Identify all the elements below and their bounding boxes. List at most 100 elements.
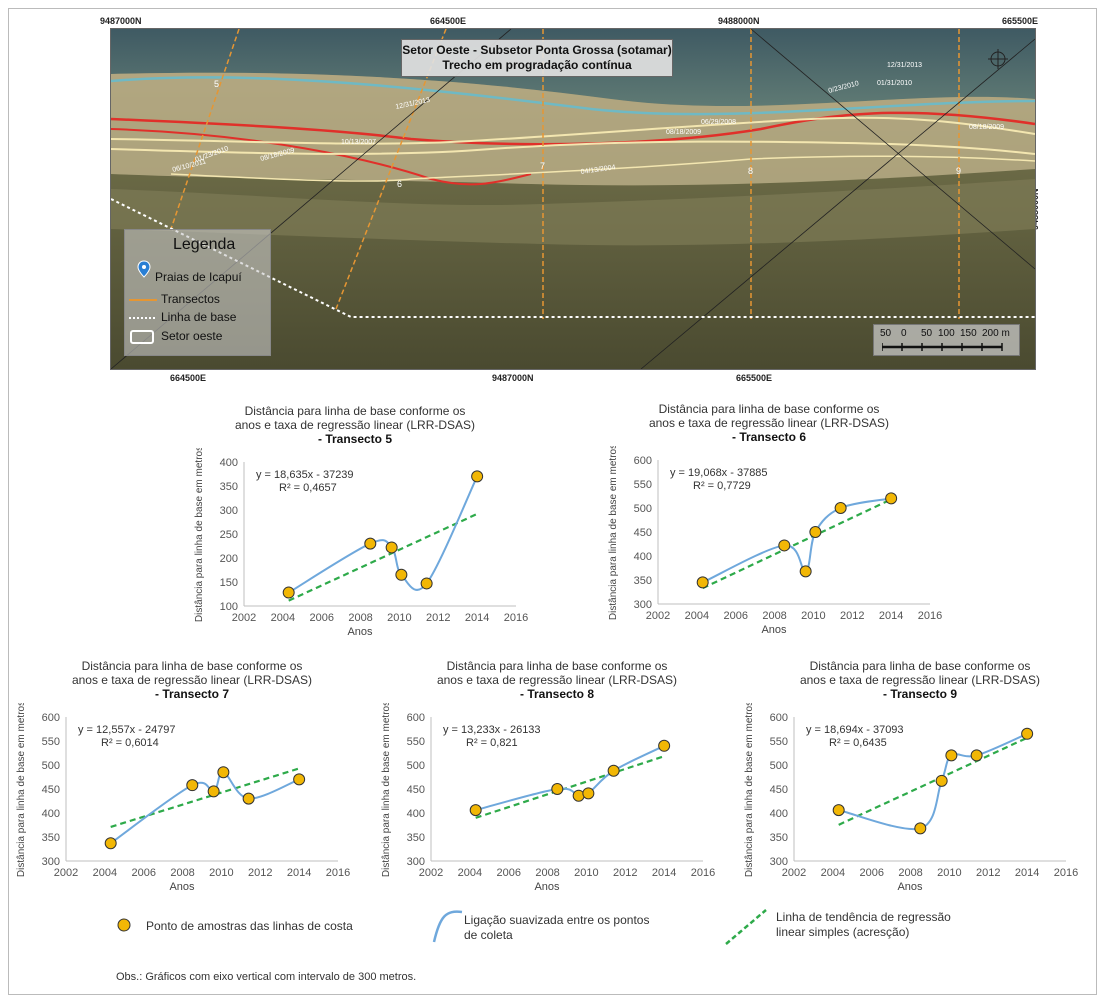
plot-area: 100 150 200 250 300 350 400 2002 2004 2006 2008 201…	[194, 448, 528, 638]
chart-title-transect: - Transecto 8	[519, 687, 595, 701]
data-point	[799, 565, 812, 578]
scale-label: 0	[901, 328, 907, 339]
transect-label-9: 9	[956, 166, 961, 176]
plot-area: 300 350 400 450 500 550 600 2002 2004 2006 2008 201…	[608, 446, 942, 636]
chart-title-line2: anos e taxa de regressão linear (LRR-DSA…	[234, 418, 476, 432]
y-tick-label: 350	[634, 575, 652, 587]
transect-label-5: 5	[214, 79, 219, 89]
y-axis-label: Distância para linha de base em metros	[381, 703, 392, 877]
date-label: 08/18/2009	[666, 129, 701, 136]
data-point	[914, 822, 927, 835]
trend-line	[475, 755, 665, 819]
coord-bottom-3: 665500E	[736, 373, 773, 383]
y-tick-label: 300	[42, 856, 60, 868]
data-point	[572, 789, 585, 802]
x-tick-label: 2016	[918, 610, 942, 622]
chart-title-line2: anos e taxa de regressão linear (LRR-DSA…	[71, 673, 313, 687]
x-axis-label: Anos	[897, 881, 923, 893]
y-tick-label: 500	[770, 760, 788, 772]
smooth-line-icon	[432, 910, 463, 943]
x-axis-label: Anos	[347, 626, 373, 638]
data-point	[582, 787, 595, 800]
y-tick-label: 550	[42, 736, 60, 748]
y-tick-label: 150	[220, 577, 238, 589]
north-arrow-icon	[988, 49, 1008, 69]
location-pin-icon	[137, 260, 151, 278]
scale-label: 50	[921, 328, 933, 339]
x-tick-label: 2014	[879, 610, 903, 622]
data-point	[471, 470, 484, 483]
x-tick-label: 2002	[646, 610, 670, 622]
y-tick-label: 450	[770, 784, 788, 796]
y-tick-label: 600	[407, 712, 425, 724]
data-point	[658, 739, 671, 752]
coord-top-1: 9487000N	[100, 16, 142, 26]
x-tick-label: 2016	[326, 867, 350, 879]
x-tick-label: 2014	[1015, 867, 1039, 879]
smooth-line	[288, 475, 479, 594]
x-tick-label: 2004	[93, 867, 117, 879]
x-tick-label: 2008	[348, 612, 372, 624]
y-axis-label: Distância para linha de base em metros	[744, 703, 755, 877]
grid-line	[640, 38, 1035, 369]
dune-area	[111, 179, 1035, 246]
x-axis-label: Anos	[761, 624, 787, 636]
y-tick-label: 550	[770, 736, 788, 748]
shoreline-cream-2	[111, 140, 1035, 155]
shoreline-red-2	[111, 128, 532, 186]
y-tick-label: 550	[407, 736, 425, 748]
legend-trend-line1: Linha de tendência de regressão	[776, 910, 951, 924]
y-tick-label: 300	[634, 599, 652, 611]
date-label: 06/29/2008	[701, 119, 736, 126]
map-title: Setor Oeste - Subsetor Ponta Grossa (sot…	[401, 39, 673, 77]
x-tick-label: 2002	[54, 867, 78, 879]
y-tick-label: 300	[770, 856, 788, 868]
satellite-map: 5 6 7 8 9 12/31/2013 01/31/2010 0/23/201…	[110, 28, 1036, 370]
sector-symbol-icon	[130, 330, 154, 344]
y-tick-label: 350	[42, 832, 60, 844]
scale-label: 200 m	[982, 328, 1010, 339]
data-point	[242, 792, 255, 805]
scale-bar: 50 0 50 100 150 200 m	[873, 324, 1020, 356]
x-tick-label: 2006	[131, 867, 155, 879]
y-tick-label: 100	[220, 601, 238, 613]
chart-transecto-9: Distância para linha de base conforme os…	[740, 659, 1080, 894]
y-tick-label: 400	[407, 808, 425, 820]
date-label: 12/31/2013	[887, 62, 922, 69]
data-point	[395, 568, 408, 581]
x-tick-label: 2002	[419, 867, 443, 879]
y-tick-label: 600	[42, 712, 60, 724]
chart-title-line2: anos e taxa de regressão linear (LRR-DSA…	[436, 673, 678, 687]
plot-area: 300 350 400 450 500 550 600 2002 2004 2006 2008 201…	[16, 703, 350, 893]
y-tick-label: 300	[407, 856, 425, 868]
transect-symbol-icon	[129, 299, 157, 301]
chart-title-line1: Distância para linha de base conforme os	[81, 659, 303, 673]
y-tick-label: 600	[634, 455, 652, 467]
data-point	[364, 537, 377, 550]
y-tick-label: 200	[220, 553, 238, 565]
coord-top-4: 665500E	[1002, 16, 1039, 26]
x-axis-label: Anos	[169, 881, 195, 893]
x-tick-label: 2012	[426, 612, 450, 624]
y-tick-label: 500	[407, 760, 425, 772]
trend-line	[838, 736, 1028, 826]
x-tick-label: 2014	[287, 867, 311, 879]
scale-ruler	[882, 343, 1003, 351]
x-tick-label: 2014	[465, 612, 489, 624]
legend-title: Legenda	[173, 236, 236, 253]
chart-transecto-8: Distância para linha de base conforme os…	[377, 659, 717, 894]
data-point	[551, 783, 564, 795]
chart-title: Distância para linha de base conforme os…	[377, 659, 737, 701]
x-tick-label: 2012	[976, 867, 1000, 879]
legend-trend-line2: linear simples (acresção)	[776, 925, 910, 939]
y-tick-label: 550	[634, 479, 652, 491]
y-tick-label: 450	[42, 784, 60, 796]
baseline-symbol-icon	[129, 317, 157, 319]
transect-5-line	[170, 29, 240, 230]
chart-note: Obs.: Gráficos com eixo vertical com int…	[116, 971, 417, 983]
trend-r-squared: R² = 0,821	[466, 737, 518, 749]
y-tick-label: 350	[220, 481, 238, 493]
shoreline-cream-1	[111, 116, 1035, 145]
y-axis-label: Distância para linha de base em metros	[194, 448, 205, 622]
x-tick-label: 2012	[248, 867, 272, 879]
